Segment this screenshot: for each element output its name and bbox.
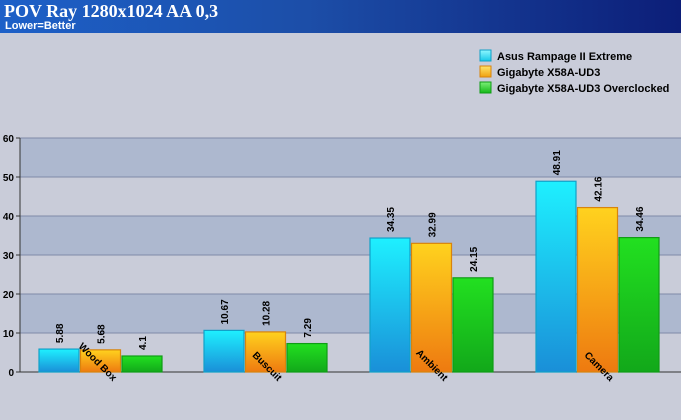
value-label: 48.91 (552, 150, 563, 175)
value-label: 42.16 (594, 176, 605, 201)
legend-label: Asus Rampage II Extreme (497, 51, 632, 63)
bar-wood-box-s2 (121, 355, 163, 373)
bar-buscuit-s2 (286, 342, 328, 373)
y-tick-label: 10 (3, 329, 15, 340)
legend-label: Gigabyte X58A-UD3 (497, 67, 600, 79)
grid-band (20, 138, 681, 177)
value-label: 32.99 (428, 212, 439, 237)
y-tick-label: 40 (3, 212, 15, 223)
legend-label: Gigabyte X58A-UD3 Overclocked (497, 83, 669, 95)
bar-camera-s1 (576, 206, 619, 373)
y-tick-label: 0 (8, 368, 14, 379)
bar-buscuit-s0 (203, 329, 245, 373)
legend-swatch (479, 49, 492, 62)
chart-header: POV Ray 1280x1024 AA 0,3 Lower=Better (0, 0, 681, 33)
value-label: 5.88 (55, 323, 66, 343)
bar-ambient-s2 (452, 277, 494, 373)
bar-ambient-s0 (369, 237, 411, 373)
chart-subtitle: Lower=Better (5, 20, 76, 32)
y-tick-label: 20 (3, 290, 15, 301)
bar-camera-s0 (535, 180, 577, 373)
bar-camera-s2 (618, 237, 660, 373)
legend-swatch (479, 65, 492, 78)
value-label: 4.1 (138, 336, 149, 350)
chart-title: POV Ray 1280x1024 AA 0,3 (4, 1, 219, 21)
bar-wood-box-s0 (38, 348, 80, 373)
y-tick-label: 50 (3, 173, 15, 184)
value-label: 5.68 (97, 324, 108, 344)
value-label: 34.46 (635, 206, 646, 231)
y-tick-label: 30 (3, 251, 15, 262)
value-label: 24.15 (469, 246, 480, 271)
value-label: 10.28 (262, 300, 273, 325)
y-tick-label: 60 (3, 134, 15, 145)
bar-buscuit-s1 (244, 331, 287, 373)
legend-swatch (479, 81, 492, 94)
bar-wood-box-s1 (79, 349, 122, 373)
value-label: 34.35 (386, 207, 397, 232)
value-label: 10.67 (220, 299, 231, 324)
value-label: 7.29 (303, 318, 314, 338)
bar-ambient-s1 (410, 242, 453, 373)
